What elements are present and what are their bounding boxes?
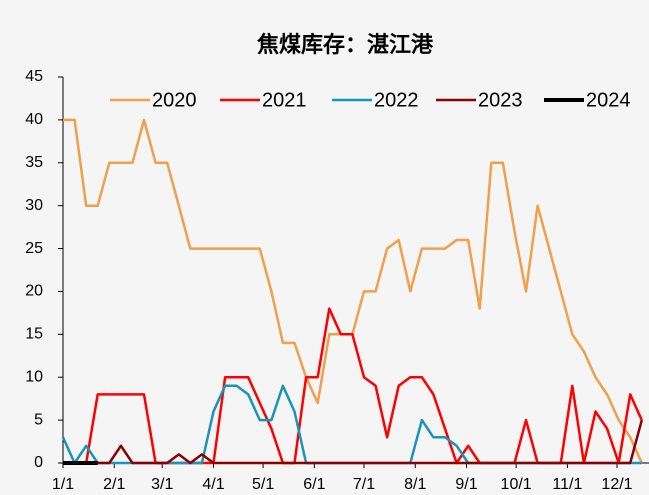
y-tick-label: 25: [25, 240, 43, 257]
y-tick-label: 10: [25, 368, 43, 385]
legend-label: 2020: [152, 89, 197, 111]
x-tick-label: 7/1: [353, 476, 375, 493]
y-tick-label: 0: [34, 454, 43, 471]
x-tick-label: 9/1: [455, 476, 477, 493]
x-tick-label: 1/1: [52, 476, 74, 493]
chart-title: 焦煤库存：湛江港: [256, 32, 434, 57]
x-tick-label: 12/1: [601, 476, 632, 493]
y-tick-label: 20: [25, 283, 43, 300]
x-tick-label: 6/1: [303, 476, 325, 493]
y-tick-label: 35: [25, 154, 43, 171]
legend-label: 2021: [262, 89, 307, 111]
x-tick-label: 8/1: [404, 476, 426, 493]
x-tick-label: 10/1: [501, 476, 532, 493]
x-tick-label: 11/1: [552, 476, 582, 493]
x-tick-label: 4/1: [202, 476, 224, 493]
x-tick-label: 2/1: [103, 476, 125, 493]
y-tick-label: 45: [25, 68, 43, 85]
legend-label: 2022: [374, 89, 419, 111]
y-tick-label: 40: [25, 111, 43, 128]
x-tick-label: 3/1: [151, 476, 173, 493]
y-tick-label: 15: [25, 326, 43, 343]
y-tick-label: 30: [25, 197, 43, 214]
series-line: [63, 419, 644, 465]
y-tick-label: 5: [34, 411, 43, 428]
x-tick-label: 5/1: [252, 476, 274, 493]
legend-label: 2023: [478, 89, 523, 111]
legend-label: 2024: [586, 89, 631, 111]
